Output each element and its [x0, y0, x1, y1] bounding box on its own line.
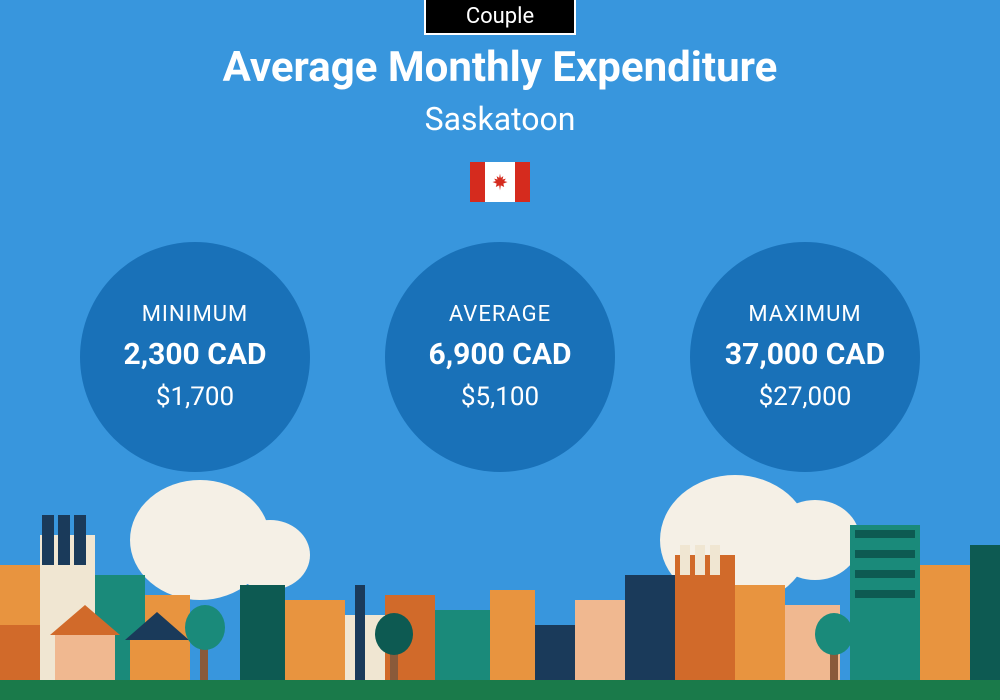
stat-value-usd: $1,700 — [156, 382, 234, 412]
category-tab: Couple — [424, 0, 576, 35]
house — [130, 640, 185, 685]
building — [680, 545, 690, 575]
flag-left-stripe — [470, 162, 485, 202]
stat-label: MINIMUM — [142, 302, 249, 327]
building — [850, 525, 920, 685]
stat-circle-minimum: MINIMUM 2,300 CAD $1,700 — [80, 242, 310, 472]
stat-circle-maximum: MAXIMUM 37,000 CAD $27,000 — [690, 242, 920, 472]
roof — [125, 612, 189, 640]
tab-label: Couple — [466, 4, 534, 29]
tree-top — [185, 605, 225, 650]
building — [695, 545, 705, 575]
building — [0, 625, 40, 685]
stat-value-usd: $27,000 — [759, 382, 852, 412]
cloud-right-2 — [770, 500, 860, 580]
building — [435, 610, 490, 685]
building — [285, 600, 345, 685]
building — [970, 545, 1000, 685]
building — [855, 550, 915, 558]
stat-circle-average: AVERAGE 6,900 CAD $5,100 — [385, 242, 615, 472]
tree-top — [815, 613, 853, 655]
building — [625, 575, 675, 685]
maple-leaf-icon — [490, 172, 510, 192]
tree — [200, 645, 208, 685]
building — [920, 565, 970, 685]
city-subtitle: Saskatoon — [425, 100, 576, 138]
stat-label: AVERAGE — [449, 302, 551, 327]
stat-value-cad: 2,300 CAD — [124, 337, 267, 372]
stat-value-cad: 6,900 CAD — [429, 337, 572, 372]
building — [855, 590, 915, 598]
house — [55, 635, 115, 685]
stat-label: MAXIMUM — [748, 302, 861, 327]
building — [490, 590, 535, 685]
flag-center — [485, 162, 515, 202]
stats-row: MINIMUM 2,300 CAD $1,700 AVERAGE 6,900 C… — [0, 242, 1000, 472]
stat-value-usd: $5,100 — [461, 382, 539, 412]
building — [74, 515, 86, 565]
building — [855, 530, 915, 538]
page-title: Average Monthly Expenditure — [223, 43, 778, 92]
flag-right-stripe — [515, 162, 530, 202]
cloud-left-2 — [230, 520, 310, 590]
roof — [50, 605, 120, 635]
building — [535, 625, 575, 685]
tree-top — [375, 613, 413, 655]
building — [710, 545, 720, 575]
ground — [0, 680, 1000, 700]
building — [575, 600, 625, 685]
building — [855, 570, 915, 578]
building — [735, 585, 785, 685]
building — [355, 585, 365, 685]
building — [42, 515, 54, 565]
cityscape-illustration — [0, 470, 1000, 700]
stat-value-cad: 37,000 CAD — [725, 337, 885, 372]
canada-flag-icon — [470, 162, 530, 202]
building — [58, 515, 70, 565]
main-container: Couple Average Monthly Expenditure Saska… — [0, 0, 1000, 700]
building — [240, 585, 285, 685]
